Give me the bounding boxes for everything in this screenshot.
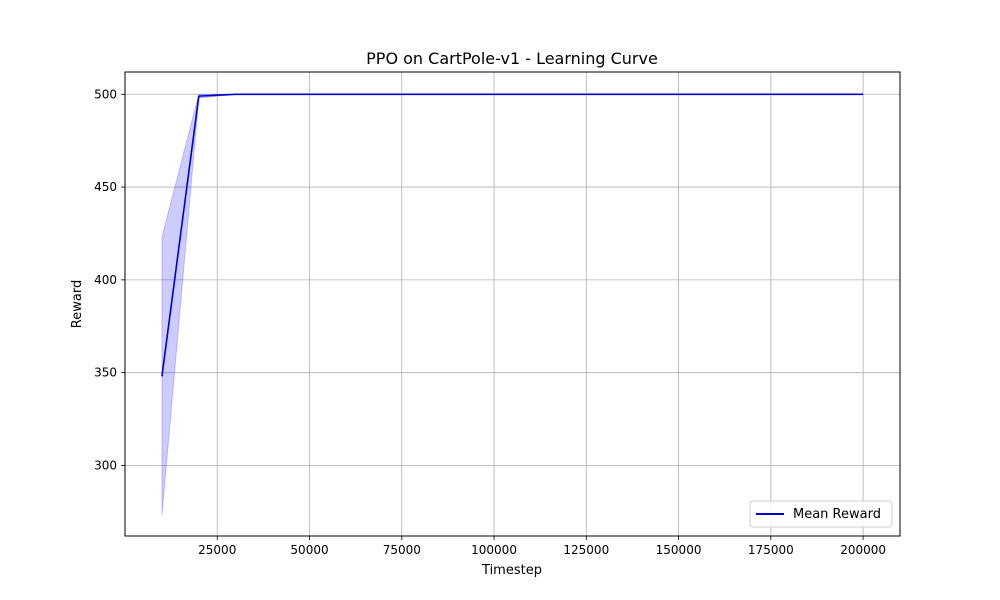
legend-box — [749, 500, 893, 528]
x-tick-label: 200000 — [840, 543, 886, 557]
data-point — [493, 94, 494, 95]
data-point — [715, 94, 716, 95]
x-tick-label: 75000 — [383, 543, 421, 557]
data-point — [641, 94, 642, 95]
data-point — [752, 94, 753, 95]
x-tick-label: 50000 — [290, 543, 328, 557]
data-point — [862, 94, 863, 95]
data-point — [678, 94, 679, 95]
data-point — [420, 94, 421, 95]
legend: Mean Reward — [749, 500, 893, 528]
x-tick-label: 175000 — [748, 543, 794, 557]
data-point — [235, 94, 236, 95]
x-tick-label: 150000 — [656, 543, 702, 557]
y-axis-label: Reward — [70, 280, 85, 328]
data-point — [346, 94, 347, 95]
x-tick-label: 100000 — [471, 543, 517, 557]
y-axis-ticks: 300 350 400 450 500 — [94, 87, 125, 472]
data-point — [826, 94, 827, 95]
data-point — [161, 376, 162, 377]
data-point — [198, 96, 199, 97]
data-point — [789, 94, 790, 95]
data-point — [567, 94, 568, 95]
x-axis-ticks: 25000 50000 75000 100000 125000 150000 175000 2… — [198, 536, 886, 557]
y-tick-label: 500 — [94, 87, 117, 101]
data-point — [383, 94, 384, 95]
y-tick-label: 300 — [94, 458, 117, 472]
plot-area-frame — [124, 71, 901, 537]
data-point — [530, 94, 531, 95]
data-point — [272, 94, 273, 95]
x-tick-label: 25000 — [198, 543, 236, 557]
y-tick-label: 400 — [94, 273, 117, 287]
y-tick-label: 450 — [94, 180, 117, 194]
grid-lines — [125, 72, 900, 536]
y-tick-label: 350 — [94, 366, 117, 380]
x-axis-label: Timestep — [481, 563, 542, 578]
chart-title: PPO on CartPole-v1 - Learning Curve — [366, 49, 658, 68]
series-lines — [161, 93, 864, 377]
data-point — [604, 94, 605, 95]
data-point — [457, 94, 458, 95]
series-line — [161, 93, 864, 377]
legend-label-mean-reward: Mean Reward — [793, 507, 881, 522]
data-point — [309, 94, 310, 95]
x-tick-label: 125000 — [563, 543, 609, 557]
